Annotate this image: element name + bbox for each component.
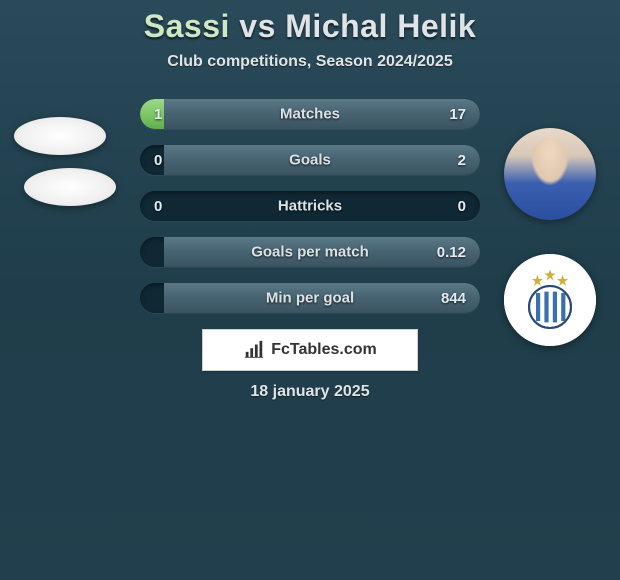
stat-row: 0 Hattricks 0: [140, 191, 480, 221]
stat-label: Matches: [280, 106, 340, 123]
player2-photo-placeholder: [504, 128, 596, 220]
crest-icon: [515, 265, 585, 335]
stat-value-left: 0: [154, 152, 162, 169]
title-player2: Michal Helik: [285, 8, 476, 44]
comparison-card: Sassi vs Michal Helik Club competitions,…: [0, 0, 620, 580]
stat-label: Min per goal: [266, 290, 354, 307]
stat-row: Goals per match 0.12: [140, 237, 480, 267]
brand-box[interactable]: FcTables.com: [202, 329, 418, 371]
stat-value-left: 1: [154, 106, 162, 123]
player2-club-badge: [504, 254, 596, 346]
stat-label: Goals: [289, 152, 331, 169]
stat-value-right: 844: [441, 290, 466, 307]
brand-text: FcTables.com: [271, 341, 377, 359]
player1-club-badge: [24, 168, 116, 206]
stat-value-right: 0: [458, 198, 466, 215]
club-crest: [504, 254, 596, 346]
title-vs: vs: [239, 8, 276, 44]
stat-row: Min per goal 844: [140, 283, 480, 313]
stat-row: 1 Matches 17: [140, 99, 480, 129]
player1-avatar: [14, 117, 106, 155]
stat-value-left: 0: [154, 198, 162, 215]
bar-chart-icon: [243, 339, 265, 361]
subtitle: Club competitions, Season 2024/2025: [0, 53, 620, 71]
stat-label: Goals per match: [251, 244, 369, 261]
stat-label: Hattricks: [278, 198, 342, 215]
date-text: 18 january 2025: [0, 383, 620, 401]
stat-value-right: 2: [458, 152, 466, 169]
stat-value-right: 17: [449, 106, 466, 123]
stats-rows: 1 Matches 17 0 Goals 2 0 Hattricks 0 Goals per ma…: [140, 99, 480, 313]
player2-avatar: [504, 128, 596, 220]
page-title: Sassi vs Michal Helik: [0, 8, 620, 45]
stat-row: 0 Goals 2: [140, 145, 480, 175]
stat-value-right: 0.12: [437, 244, 466, 261]
title-player1: Sassi: [144, 8, 230, 44]
